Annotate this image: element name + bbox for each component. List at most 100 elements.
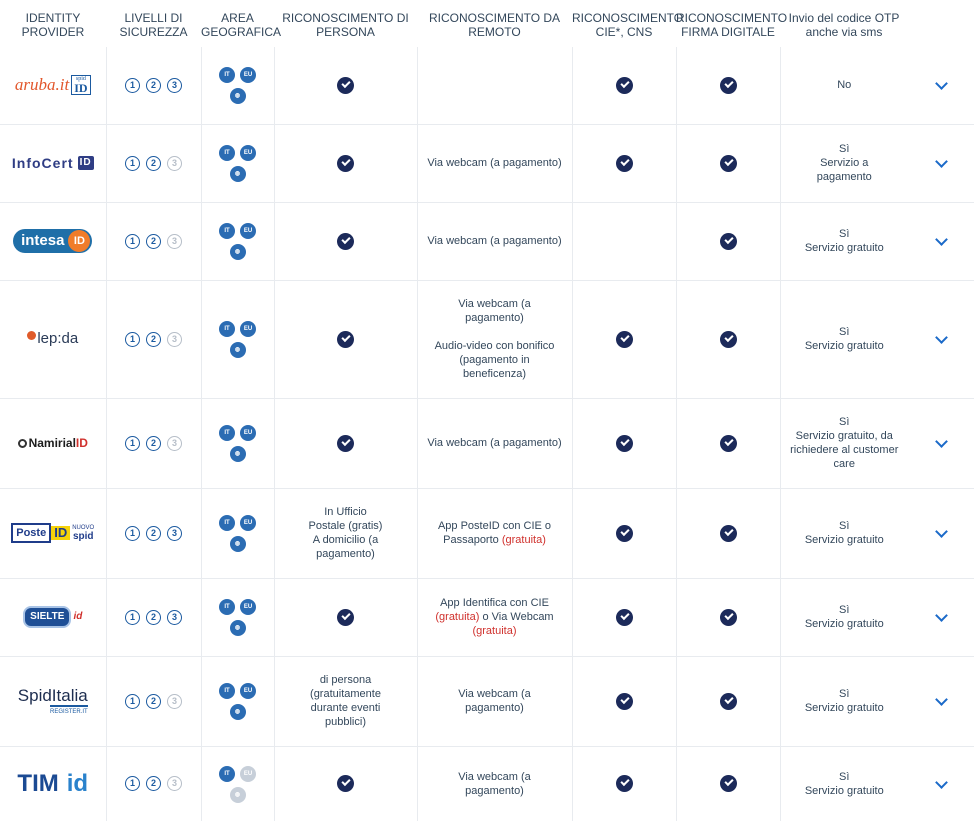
otp-note: Servizio gratuito [804,702,884,714]
area-cell: IT EU ◍ [200,398,274,489]
expand-row-button[interactable] [908,488,974,579]
sielte-logo-badge: id [73,611,83,622]
check-icon [337,76,354,94]
level-2-icon: 2 [146,609,161,625]
globe-icon: ◍ [229,244,246,260]
otp-cell: Sì Servizio gratuito [779,656,908,747]
chevron-down-icon [934,77,948,91]
check-icon [719,692,737,710]
header-in-person: RICONOSCIMENTO DI PERSONA [282,11,409,39]
poste-logo-text: Poste [11,523,52,543]
level-1-icon: 1 [125,233,140,249]
header-signature: RICONOSCIMENTO FIRMA DIGITALE [676,11,788,39]
level-1-icon: 1 [125,331,140,347]
remote-cell: Via webcam (a pagamento) [416,746,572,821]
otp-note: Servizio gratuito [804,784,884,797]
level-1-icon: 1 [125,693,140,709]
level-3-icon: 3 [167,435,182,451]
level-1-icon: 1 [125,435,140,451]
chevron-down-icon [934,155,948,168]
eu-badge-icon: EU [240,765,256,782]
aruba-logo-tag: spid [75,76,86,83]
otp-value: Sì [839,520,850,532]
expand-row-button[interactable] [908,656,974,747]
globe-icon: ◍ [229,446,246,462]
remote-option: o Via Webcam [482,611,554,623]
provider-logo-poste: Poste ID NUOVO spid [0,488,106,579]
area-cell: IT EU ◍ [200,47,274,125]
chevron-down-icon [934,233,948,246]
infocert-logo-badge: ID [77,156,94,170]
otp-cell: Sì Servizio gratuito [779,578,908,657]
area-cell: IT EU ◍ [200,746,274,821]
otp-note: Servizio gratuito [804,534,884,546]
check-icon [615,434,633,452]
level-2-icon: 2 [146,693,161,709]
otp-value: Sì [839,416,850,428]
header-expand [908,0,974,47]
italy-badge-icon: IT [219,765,235,782]
lepida-dot-icon [27,330,37,340]
level-3-icon: 3 [167,693,182,709]
otp-value: Sì [839,143,850,155]
check-icon [337,608,354,626]
free-label: (gratuita) [501,534,546,546]
expand-row-button[interactable] [908,47,974,125]
intesa-logo-badge: ID [68,230,91,252]
free-label: (gratuita) [472,625,517,637]
in-person-cell: di persona (gratuitamente durante eventi… [273,656,417,747]
otp-cell: Sì Servizio gratuito, da richiedere al cu… [779,398,908,489]
free-label: (gratuita) [435,611,480,623]
globe-icon: ◍ [229,536,246,552]
expand-row-button[interactable] [908,746,974,821]
eu-badge-icon: EU [240,683,256,699]
level-3-icon: 3 [167,77,182,93]
provider-logo-aruba: aruba.it spid ID [0,47,106,125]
eu-badge-icon: EU [240,321,256,337]
chevron-down-icon [934,609,948,622]
expand-row-button[interactable] [908,398,974,489]
remote-option: Via webcam (a pagamento) [458,298,531,324]
poste-logo-tag: NUOVO [72,524,95,531]
intesa-logo-text: intesa [21,232,65,249]
italy-badge-icon: IT [219,321,235,337]
provider-logo-spiditalia: SpidItalia REGISTER.IT [0,656,106,747]
level-2-icon: 2 [146,776,161,792]
globe-icon: ◍ [229,166,246,182]
signature-cell [675,124,780,203]
cie-cell [571,488,676,579]
expand-row-button[interactable] [908,202,974,281]
otp-note: Servizio gratuito, da richiedere al cust… [790,430,899,470]
otp-value: Sì [839,228,850,240]
level-3-icon: 3 [167,776,182,792]
level-3-icon: 3 [167,331,182,347]
check-icon [337,330,354,348]
expand-row-button[interactable] [908,124,974,203]
expand-row-button[interactable] [908,280,974,399]
check-icon [719,434,737,452]
in-person-cell [273,47,417,125]
italy-badge-icon: IT [219,683,235,699]
cie-cell [571,124,676,203]
namirial-mark-icon [17,438,27,448]
in-person-cell [273,398,417,489]
check-icon [615,692,633,710]
italy-badge-icon: IT [219,425,235,441]
remote-cell: Via webcam (a pagamento) [416,656,572,747]
check-icon [337,154,354,172]
in-person-cell: In Ufficio Postale (gratis) A domicilio (… [273,488,417,579]
header-cie: RICONOSCIMENTO CIE*, CNS [572,11,684,39]
expand-row-button[interactable] [908,578,974,657]
